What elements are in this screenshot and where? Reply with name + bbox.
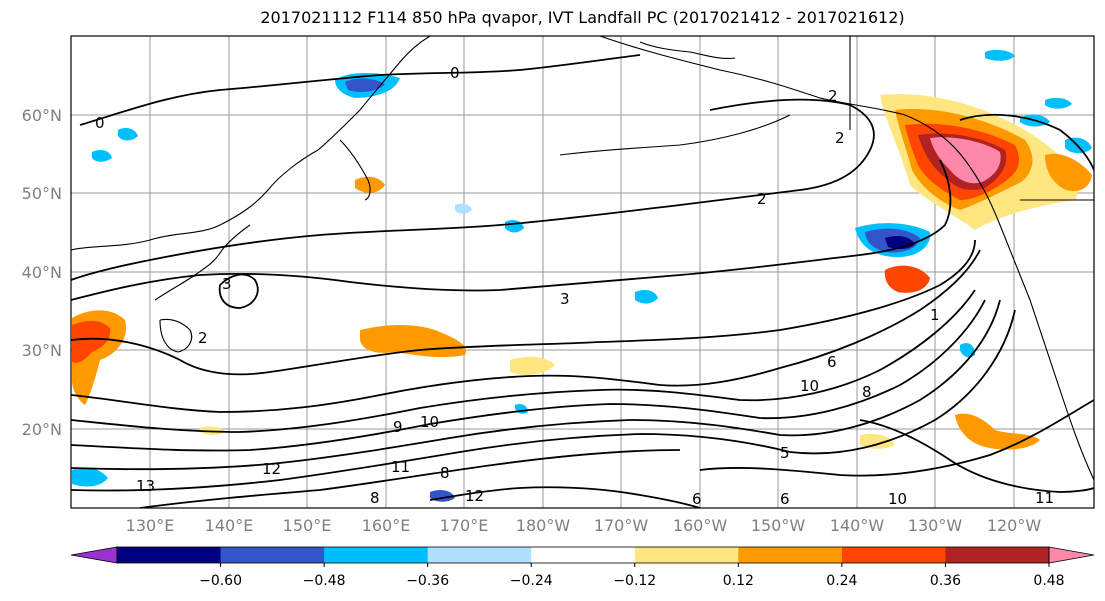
contour-label: 8	[862, 383, 872, 401]
contour-label: 12	[262, 460, 281, 478]
contour-label: 5	[780, 444, 790, 462]
contour-label: 12	[465, 487, 484, 505]
colorbar-segment	[945, 547, 1050, 563]
colorbar-segment	[117, 547, 222, 563]
colorbar-tick-label: −0.60	[199, 573, 242, 589]
colorbar-tick-label: −0.36	[406, 573, 449, 589]
contour-label: 11	[1035, 489, 1054, 507]
contour-lines	[71, 54, 1094, 508]
contour-label: 10	[800, 377, 819, 395]
lon-label: 160°W	[673, 516, 728, 535]
map-title: 2017021112 F114 850 hPa qvapor, IVT Land…	[260, 8, 905, 27]
contour-label: 0	[95, 114, 105, 132]
contour-label: 10	[420, 413, 439, 431]
contour-label: 2	[198, 329, 208, 347]
colorbar-tick-label: −0.48	[303, 573, 346, 589]
lon-label: 130°W	[908, 516, 963, 535]
contour-label: 8	[440, 464, 450, 482]
lat-label: 50°N	[22, 184, 62, 203]
contour-labels: 0 0 2 2 2 3 3 2 6 8 10 9 10 12 11 8 13 8…	[95, 64, 1054, 508]
colorbar-segment	[324, 547, 429, 563]
colorbar-tick-label: −0.24	[510, 573, 553, 589]
colorbar-extension-high	[1048, 546, 1095, 564]
contour-label: 9	[393, 418, 403, 436]
contour-label: 2	[828, 87, 838, 105]
colorbar-segment	[427, 547, 532, 563]
colorbar-tick-label: −0.12	[613, 573, 656, 589]
colorbar-segment	[531, 547, 636, 563]
contour-label: 2	[757, 190, 767, 208]
coastlines	[71, 36, 1094, 481]
shading-positive	[72, 94, 1092, 450]
contour-label: 1	[930, 306, 940, 324]
lat-label: 20°N	[22, 420, 62, 439]
lon-label: 140°W	[830, 516, 885, 535]
contour-label: 10	[888, 490, 907, 508]
lat-label: 60°N	[22, 106, 62, 125]
colorbar-tick-label: 0.36	[930, 573, 961, 589]
contour-label: 3	[222, 275, 232, 293]
lon-label: 180°W	[516, 516, 571, 535]
contour-label: 13	[136, 477, 155, 495]
contour-label: 6	[692, 490, 702, 508]
map-frame	[70, 35, 1095, 509]
contour-label: 0	[450, 64, 460, 82]
longitude-labels: 130°E 140°E 150°E 160°E 170°E 180°W 170°…	[126, 516, 1042, 535]
colorbar-segment	[634, 547, 739, 563]
lon-label: 160°E	[362, 516, 411, 535]
lon-label: 120°W	[987, 516, 1042, 535]
contour-label: 8	[370, 489, 380, 507]
lat-label: 40°N	[22, 263, 62, 282]
colorbar-segment	[220, 547, 325, 563]
colorbar-extension-low	[70, 546, 118, 564]
lon-label: 170°W	[594, 516, 649, 535]
contour-label: 3	[560, 290, 570, 308]
contour-label: 2	[835, 129, 845, 147]
colorbar-tick-label: 0.12	[723, 573, 754, 589]
lon-label: 150°E	[283, 516, 332, 535]
lat-label: 30°N	[22, 341, 62, 360]
contour-label: 6	[827, 353, 837, 371]
lon-label: 170°E	[440, 516, 489, 535]
colorbar-segment	[841, 547, 946, 563]
lon-label: 130°E	[126, 516, 175, 535]
lon-label: 140°E	[205, 516, 254, 535]
colorbar-tick-label: 0.24	[826, 573, 857, 589]
contour-label: 11	[391, 458, 410, 476]
colorbar: −0.60 −0.48 −0.36 −0.24 −0.12 0.12 0.24 0.36 0.4…	[70, 546, 1095, 589]
lon-label: 150°W	[751, 516, 806, 535]
colorbar-tick-label: 0.48	[1033, 573, 1064, 589]
colorbar-segment	[738, 547, 843, 563]
colorbar-outline	[116, 546, 1050, 564]
shading-negative	[72, 49, 1092, 502]
contour-label: 6	[780, 490, 790, 508]
latitude-labels: 60°N 50°N 40°N 30°N 20°N	[22, 106, 62, 439]
